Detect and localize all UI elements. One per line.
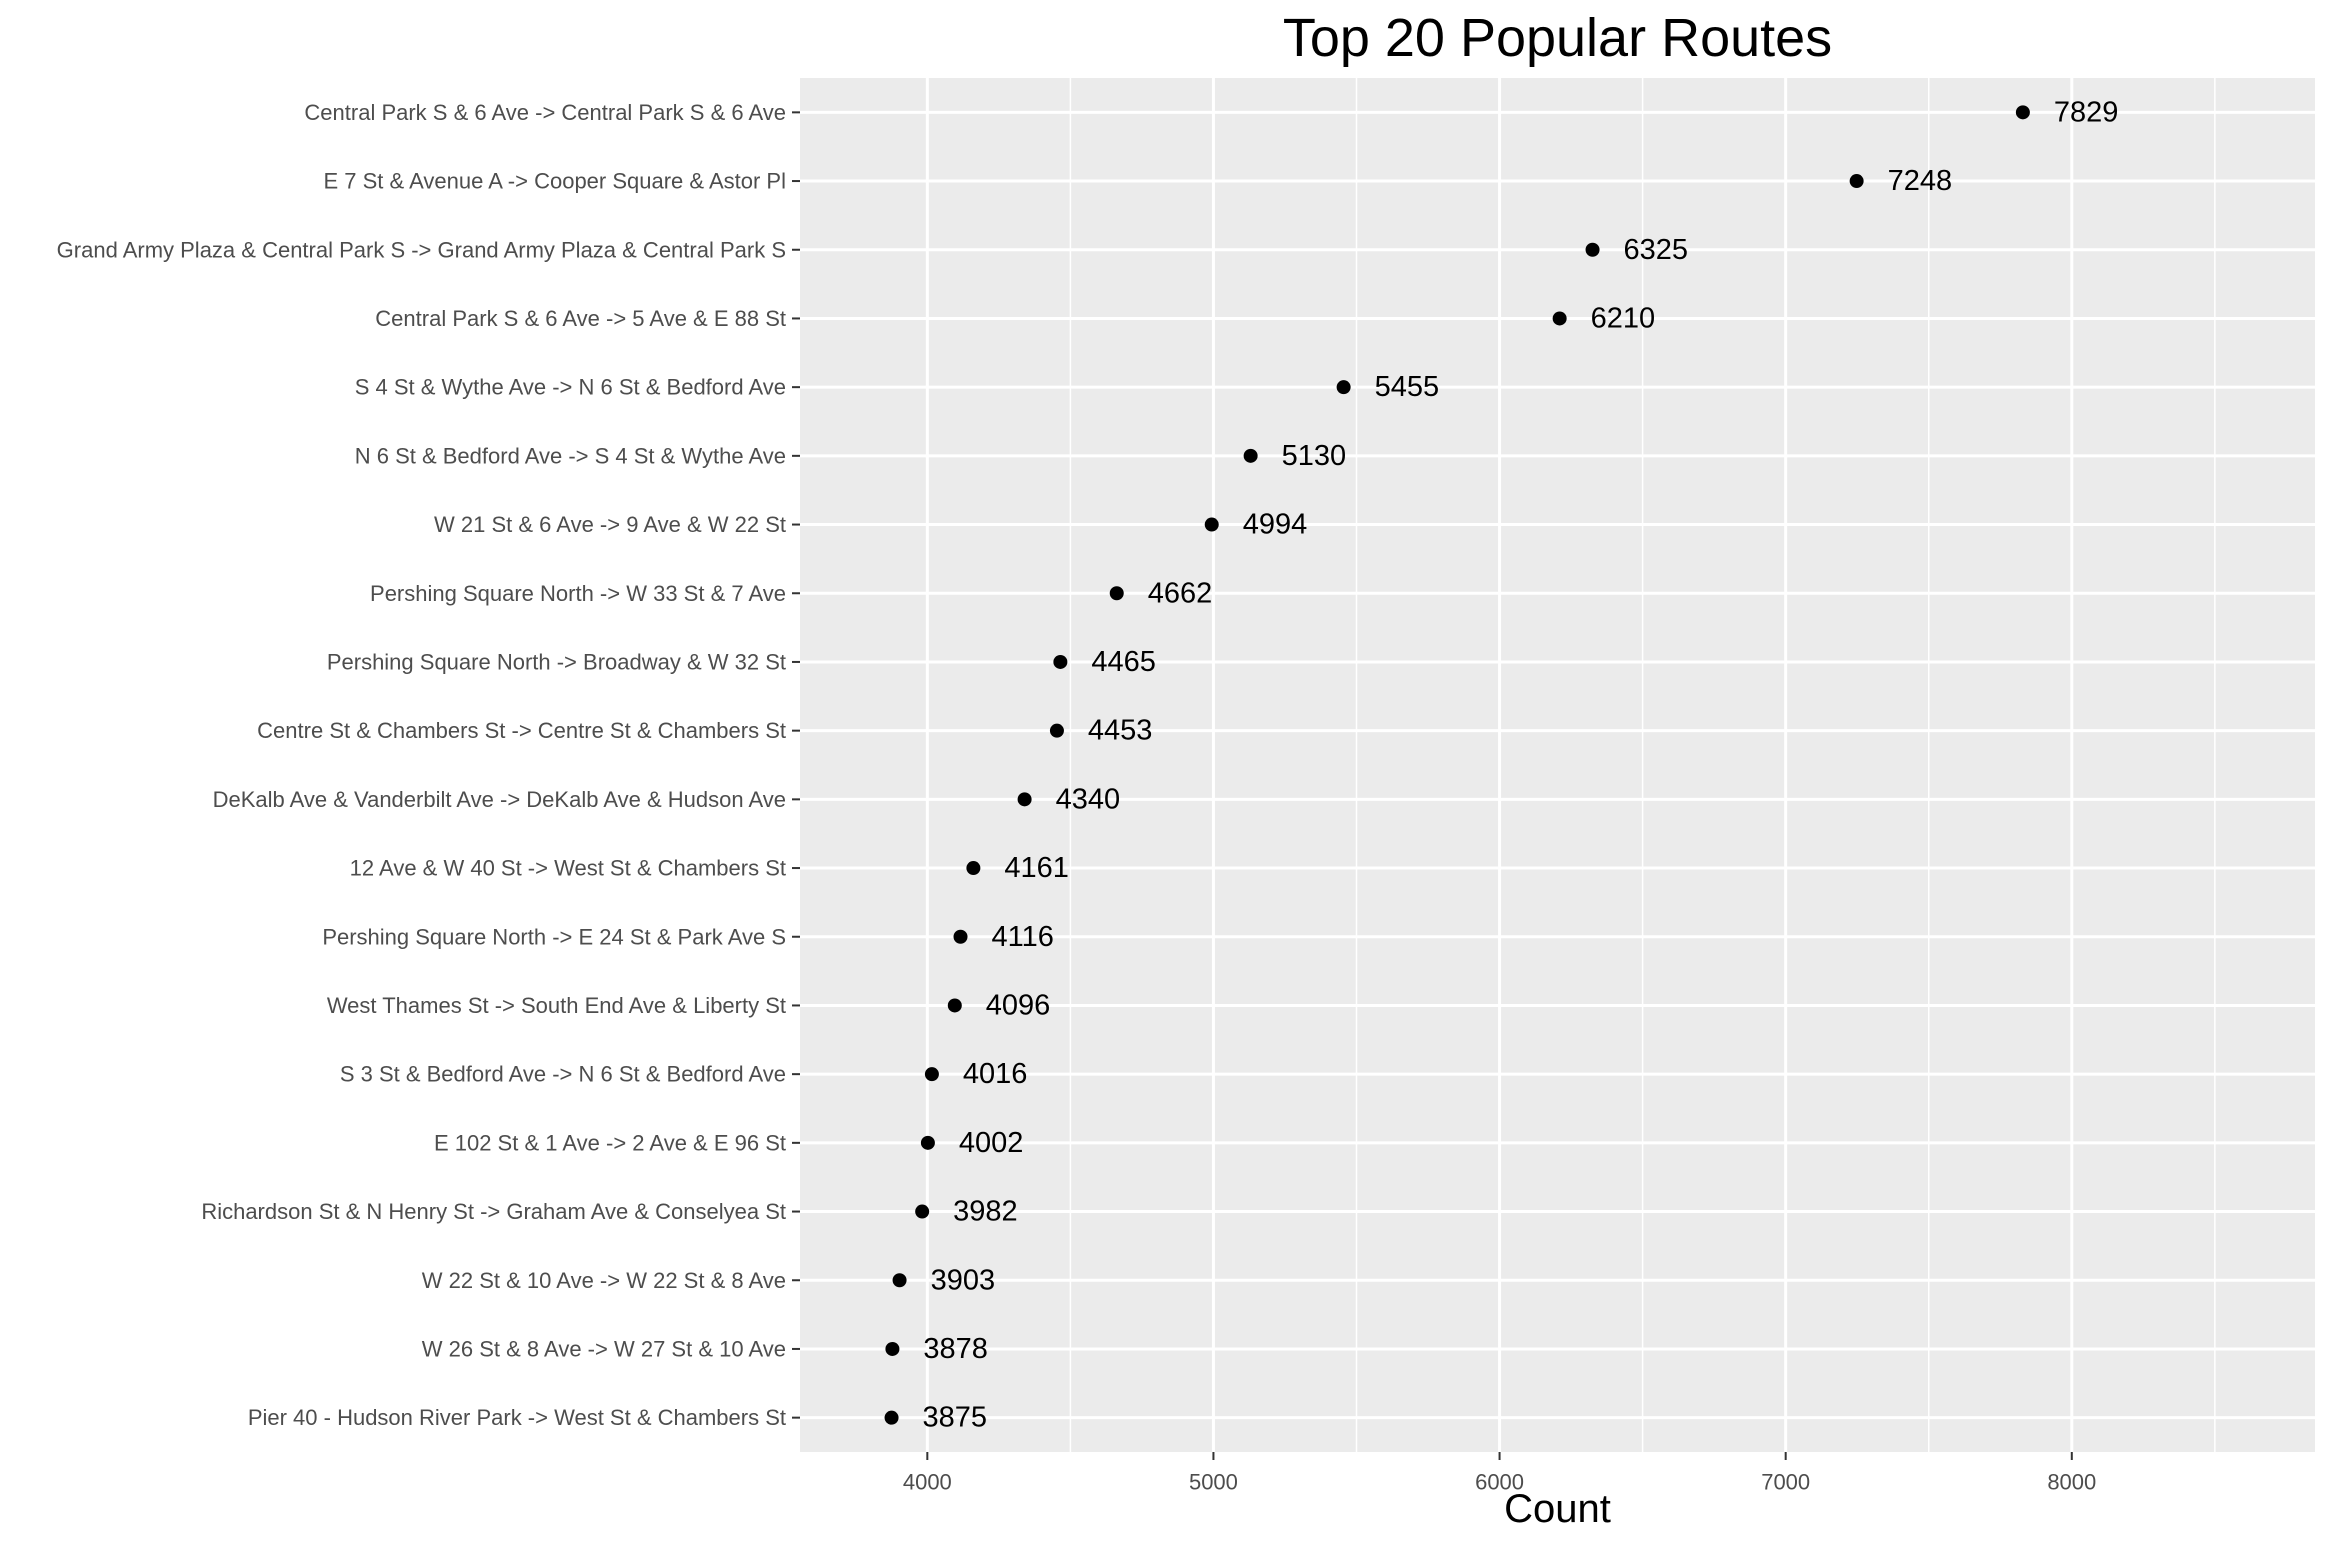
y-tick-label: DeKalb Ave & Vanderbilt Ave -> DeKalb Av… (213, 787, 786, 812)
y-tick-label: W 21 St & 6 Ave -> 9 Ave & W 22 St (434, 512, 786, 537)
data-point (953, 929, 968, 944)
data-label: 4994 (1243, 509, 1308, 541)
x-tick-label: 7000 (1761, 1470, 1810, 1495)
data-label: 4002 (959, 1127, 1024, 1159)
y-tick-label: Pershing Square North -> E 24 St & Park … (322, 924, 786, 949)
data-label: 4161 (1004, 852, 1069, 884)
y-tick-label: W 22 St & 10 Ave -> W 22 St & 8 Ave (422, 1268, 786, 1293)
data-label: 4340 (1056, 783, 1121, 815)
data-labels: 7829 7248 6325 6210 5455 5130 4994 4662 4465 4453… (923, 96, 2119, 1433)
x-tick-label: 4000 (903, 1470, 952, 1495)
major-gridlines (800, 78, 2315, 1452)
data-point (920, 1135, 935, 1150)
x-tick-label: 8000 (2047, 1470, 2096, 1495)
minor-gridlines (1069, 78, 2216, 1452)
y-tick-label: W 26 St & 8 Ave -> W 27 St & 10 Ave (422, 1336, 786, 1361)
plot-panel (800, 78, 2315, 1452)
x-axis-title: Count (1504, 1487, 1611, 1531)
data-label: 3903 (931, 1264, 996, 1296)
data-label: 4465 (1091, 646, 1156, 678)
y-tick-label: Pershing Square North -> Broadway & W 32… (327, 649, 786, 674)
data-point (1552, 311, 1567, 326)
data-label: 3878 (923, 1333, 988, 1365)
data-point (885, 1341, 900, 1356)
data-point (947, 998, 962, 1013)
data-point (1049, 723, 1064, 738)
data-point (1336, 380, 1351, 395)
data-label: 4116 (992, 921, 1054, 953)
data-point (1109, 586, 1124, 601)
y-axis: Central Park S & 6 Ave -> Central Park S… (57, 100, 800, 1430)
data-label: 3875 (923, 1402, 988, 1434)
data-label: 6210 (1591, 302, 1656, 334)
data-point (1053, 654, 1068, 669)
chart-title: Top 20 Popular Routes (1283, 8, 1832, 68)
y-tick-label: Pershing Square North -> W 33 St & 7 Ave (370, 581, 786, 606)
data-label: 4453 (1088, 715, 1153, 747)
y-tick-label: S 4 St & Wythe Ave -> N 6 St & Bedford A… (355, 375, 786, 400)
y-tick-label: West Thames St -> South End Ave & Libert… (327, 993, 786, 1018)
data-label: 5455 (1375, 371, 1440, 403)
y-tick-label: Centre St & Chambers St -> Centre St & C… (257, 718, 786, 743)
data-point (966, 861, 981, 876)
data-label: 7248 (1888, 165, 1953, 197)
data-point (2015, 105, 2030, 120)
data-point (1243, 448, 1258, 463)
x-tick-label: 5000 (1189, 1470, 1238, 1495)
y-tick-label: N 6 St & Bedford Ave -> S 4 St & Wythe A… (355, 443, 786, 468)
data-point (1017, 792, 1032, 807)
data-point (915, 1204, 930, 1219)
data-label: 4662 (1148, 577, 1213, 609)
y-tick-label: Richardson St & N Henry St -> Graham Ave… (201, 1199, 786, 1224)
data-point (892, 1273, 907, 1288)
y-tick-label: 12 Ave & W 40 St -> West St & Chambers S… (350, 856, 786, 881)
y-tick-label: Central Park S & 6 Ave -> 5 Ave & E 88 S… (375, 306, 786, 331)
data-label: 4016 (963, 1058, 1028, 1090)
data-label: 3982 (953, 1196, 1018, 1228)
data-point (884, 1410, 899, 1425)
y-tick-label: S 3 St & Bedford Ave -> N 6 St & Bedford… (340, 1062, 786, 1087)
data-points (884, 105, 2030, 1425)
data-point (924, 1067, 939, 1082)
x-tick-label: 6000 (1475, 1470, 1524, 1495)
y-tick-label: Grand Army Plaza & Central Park S -> Gra… (57, 237, 786, 262)
data-label: 6325 (1624, 234, 1689, 266)
x-axis: 4000 5000 6000 7000 8000 (903, 1452, 2096, 1495)
data-point (1585, 242, 1600, 257)
data-label: 5130 (1282, 440, 1347, 472)
data-label: 7829 (2054, 96, 2119, 128)
y-tick-label: E 102 St & 1 Ave -> 2 Ave & E 96 St (434, 1130, 786, 1155)
y-tick-label: E 7 St & Avenue A -> Cooper Square & Ast… (324, 169, 787, 194)
data-label: 4096 (986, 989, 1051, 1021)
y-tick-label: Pier 40 - Hudson River Park -> West St &… (248, 1405, 786, 1430)
data-point (1849, 174, 1864, 189)
y-tick-label: Central Park S & 6 Ave -> Central Park S… (304, 100, 786, 125)
data-point (1204, 517, 1219, 532)
